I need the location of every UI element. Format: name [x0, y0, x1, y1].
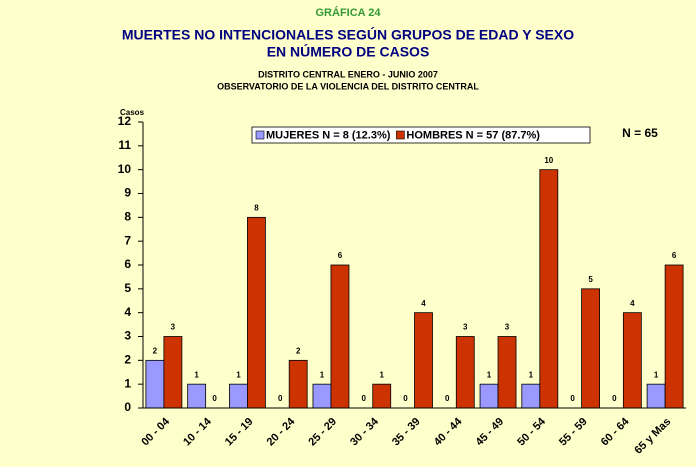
x-tick-label: 10 - 14: [181, 415, 214, 448]
x-tick-label: 20 - 24: [265, 415, 298, 448]
y-tick-label: 0: [124, 400, 131, 414]
data-label: 1: [194, 370, 199, 379]
data-label: 0: [445, 394, 450, 403]
bar: [330, 264, 350, 409]
y-tick-label: 2: [124, 353, 131, 367]
data-label: 8: [254, 203, 259, 212]
y-axis-label: Casos: [120, 108, 145, 117]
subtitle: OBSERVATORIO DE LA VIOLENCIA DEL DISTRIT…: [217, 81, 479, 91]
y-tick-label: 5: [124, 281, 131, 295]
data-label: 1: [380, 370, 385, 379]
annotation: N = 65: [622, 126, 658, 140]
bar: [664, 264, 684, 409]
bar: [372, 383, 392, 409]
data-label: 0: [212, 394, 217, 403]
legend-box: [251, 126, 591, 144]
y-tick-label: 6: [124, 257, 131, 271]
chart-title: EN NÚMERO DE CASOS: [267, 43, 430, 60]
legend-label: MUJERES N = 8 (12.3%): [266, 129, 391, 141]
chart-title: MUERTES NO INTENCIONALES SEGÚN GRUPOS DE…: [122, 26, 574, 43]
data-label: 0: [278, 394, 283, 403]
x-tick-label: 15 - 19: [223, 416, 256, 449]
bar: [247, 216, 266, 409]
y-tick-label: 10: [118, 162, 132, 176]
data-label: 1: [529, 370, 534, 379]
bar: [163, 336, 183, 409]
data-label: 4: [630, 299, 635, 308]
data-label: 6: [672, 251, 677, 260]
data-label: 0: [570, 394, 575, 403]
x-tick-label: 65 y Mas: [632, 416, 673, 457]
bar: [622, 312, 642, 409]
data-label: 3: [171, 323, 176, 332]
data-label: 4: [421, 299, 426, 308]
bar: [581, 288, 600, 409]
data-label: 1: [320, 370, 325, 379]
legend-swatch: [396, 130, 405, 140]
bar: [229, 383, 248, 409]
bar: [414, 312, 433, 409]
x-tick-label: 45 - 49: [474, 416, 507, 449]
data-label: 2: [153, 346, 158, 355]
x-tick-label: 00 - 04: [139, 415, 172, 448]
bar: [187, 383, 207, 409]
bar: [288, 359, 308, 409]
data-label: 5: [588, 275, 593, 284]
bar: [479, 383, 499, 409]
data-label: 10: [544, 156, 553, 165]
subtitle: DISTRITO CENTRAL ENERO - JUNIO 2007: [258, 69, 438, 79]
supertitle: GRÁFICA 24: [316, 6, 382, 19]
x-tick-label: 55 - 59: [557, 416, 590, 449]
bar: [145, 359, 165, 409]
bar: [497, 336, 517, 409]
x-tick-label: 30 - 34: [348, 415, 381, 448]
x-tick-label: 50 - 54: [515, 415, 548, 448]
y-tick-label: 11: [118, 138, 131, 152]
data-label: 3: [463, 323, 468, 332]
data-label: 3: [505, 323, 510, 332]
legend-swatch: [255, 130, 265, 140]
x-tick-label: 60 - 64: [599, 415, 632, 448]
data-label: 1: [654, 370, 659, 379]
data-label: 6: [338, 251, 343, 260]
bar: [521, 383, 541, 409]
bar: [455, 336, 475, 409]
bar: [539, 169, 559, 409]
y-tick-label: 12: [118, 114, 132, 128]
y-tick-label: 1: [124, 376, 131, 390]
data-label: 2: [296, 346, 301, 355]
y-tick-label: 8: [124, 210, 131, 224]
x-tick-label: 40 - 44: [432, 415, 465, 448]
x-tick-label: 35 - 39: [390, 416, 423, 449]
y-tick-label: 9: [124, 186, 131, 200]
data-label: 0: [612, 394, 617, 403]
bar: [312, 383, 332, 409]
data-label: 0: [362, 394, 367, 403]
y-tick-label: 3: [124, 329, 131, 343]
bar: [646, 383, 666, 409]
data-label: 1: [236, 370, 241, 379]
legend-label: HOMBRES N = 57 (87.7%): [406, 129, 540, 141]
data-label: 0: [403, 394, 408, 403]
y-tick-label: 4: [124, 305, 131, 319]
data-label: 1: [487, 370, 492, 379]
x-tick-label: 25 - 29: [306, 416, 339, 449]
y-tick-label: 7: [124, 233, 131, 247]
